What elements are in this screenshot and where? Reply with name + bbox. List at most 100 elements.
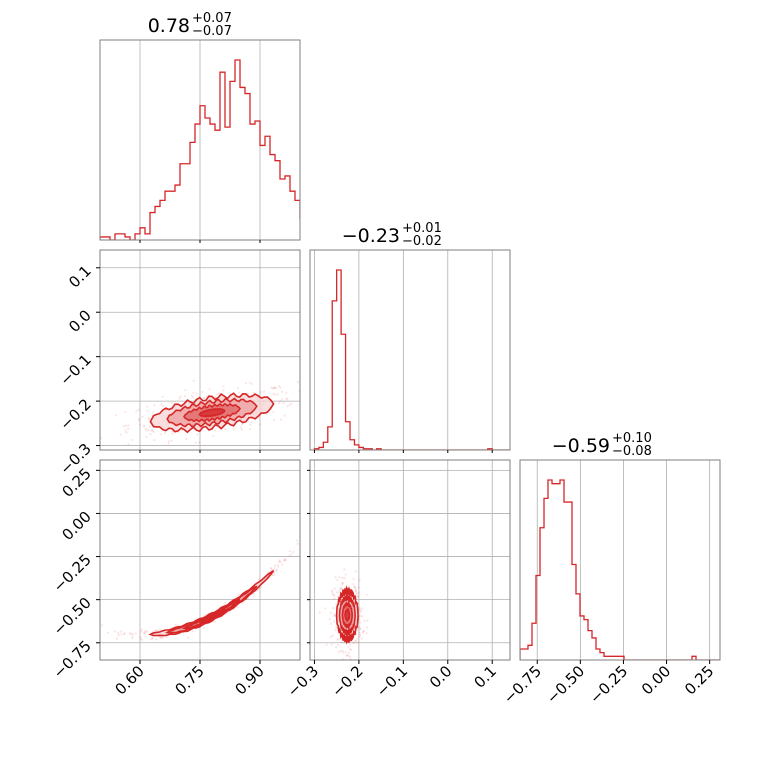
panel-frame xyxy=(519,459,721,661)
scatter-point xyxy=(354,589,357,592)
scatter-point xyxy=(201,390,204,393)
x-tick-label: −0.75 xyxy=(500,662,545,707)
scatter-point xyxy=(278,385,281,388)
scatter-point xyxy=(141,415,144,418)
scatter-point xyxy=(348,648,352,651)
scatter-point xyxy=(127,443,130,446)
scatter-point xyxy=(127,427,130,430)
panel-content xyxy=(100,379,300,446)
scatter-point xyxy=(145,429,148,432)
scatter-point xyxy=(153,439,156,442)
scatter-point xyxy=(117,633,120,637)
y-tick-label: −0.1 xyxy=(56,351,94,389)
scatter-point xyxy=(247,392,250,396)
scatter-point xyxy=(184,388,187,392)
scatter-point xyxy=(279,560,282,563)
scatter-point xyxy=(272,392,275,395)
scatter-point xyxy=(137,419,141,422)
scatter-point xyxy=(134,632,137,635)
scatter-point xyxy=(347,651,350,654)
scatter-point xyxy=(248,381,251,384)
scatter-point xyxy=(280,398,284,401)
scatter-point xyxy=(161,404,164,408)
scatter-point xyxy=(360,607,363,610)
scatter-point xyxy=(170,401,173,405)
scatter-point xyxy=(358,608,361,611)
y-tick-label: −0.2 xyxy=(56,395,94,433)
title-plus-0: +0.07 xyxy=(192,11,232,26)
scatter-point xyxy=(354,587,357,590)
histogram-0 xyxy=(100,59,300,240)
scatter-point xyxy=(342,641,345,644)
scatter-point xyxy=(237,593,241,596)
scatter-point xyxy=(333,613,336,616)
scatter-point xyxy=(178,397,181,400)
scatter-point xyxy=(122,425,125,428)
x-tick-label: 0.60 xyxy=(111,662,147,698)
scatter-point xyxy=(127,424,130,427)
scatter-point xyxy=(205,395,208,398)
scatter-point xyxy=(359,627,362,631)
scatter-point xyxy=(131,632,134,636)
scatter-point xyxy=(338,650,341,653)
scatter-point xyxy=(155,638,158,641)
scatter-point xyxy=(141,638,144,642)
scatter-point xyxy=(365,632,368,635)
panel-bg xyxy=(310,250,510,450)
scatter-point xyxy=(124,424,128,427)
scatter-point xyxy=(119,433,122,436)
scatter-point xyxy=(249,423,252,426)
scatter-point xyxy=(329,611,332,615)
scatter-point xyxy=(244,382,248,385)
scatter-point xyxy=(344,651,347,654)
scatter-point xyxy=(286,398,289,401)
scatter-point xyxy=(359,633,362,637)
scatter-point xyxy=(272,386,275,390)
scatter-point xyxy=(362,630,365,633)
title-median-1: −0.23 xyxy=(342,225,400,247)
scatter-point xyxy=(165,635,168,639)
scatter-point xyxy=(148,425,151,428)
scatter-point xyxy=(339,588,342,592)
scatter-point xyxy=(145,435,148,439)
scatter-point xyxy=(192,391,195,395)
scatter-point xyxy=(158,628,161,631)
scatter-point xyxy=(125,431,128,434)
scatter-point xyxy=(285,391,288,394)
scatter-point xyxy=(152,411,155,414)
scatter-point xyxy=(288,403,291,407)
scatter-point xyxy=(150,429,153,432)
y-tick-label: −0.75 xyxy=(50,637,95,682)
scatter-point xyxy=(238,391,241,394)
scatter-point xyxy=(144,629,147,632)
scatter-point xyxy=(284,558,287,561)
scatter-point xyxy=(358,625,361,629)
scatter-point xyxy=(224,601,227,605)
scatter-point xyxy=(147,418,151,421)
scatter-point xyxy=(281,563,284,566)
scatter-point xyxy=(291,550,295,554)
scatter-point xyxy=(140,630,143,633)
scatter-point xyxy=(278,559,281,562)
scatter-point xyxy=(140,628,143,631)
scatter-point xyxy=(357,591,361,594)
scatter-point xyxy=(196,433,199,436)
scatter-point xyxy=(116,631,120,634)
scatter-point xyxy=(273,564,277,567)
contour-level-4 xyxy=(198,608,227,624)
scatter-point xyxy=(365,593,368,596)
scatter-point xyxy=(250,382,253,385)
scatter-point xyxy=(252,391,255,395)
scatter-point xyxy=(334,629,337,632)
scatter-point xyxy=(149,433,152,436)
scatter-point xyxy=(270,386,273,389)
scatter-point xyxy=(290,553,293,556)
panel-hist-2: −0.59 +0.10−0.08 xyxy=(519,431,721,661)
scatter-point xyxy=(114,414,117,417)
scatter-point xyxy=(191,396,195,399)
scatter-point xyxy=(277,565,280,568)
contour-level-2 xyxy=(165,585,258,634)
scatter-point xyxy=(123,632,126,635)
scatter-point xyxy=(329,635,333,638)
